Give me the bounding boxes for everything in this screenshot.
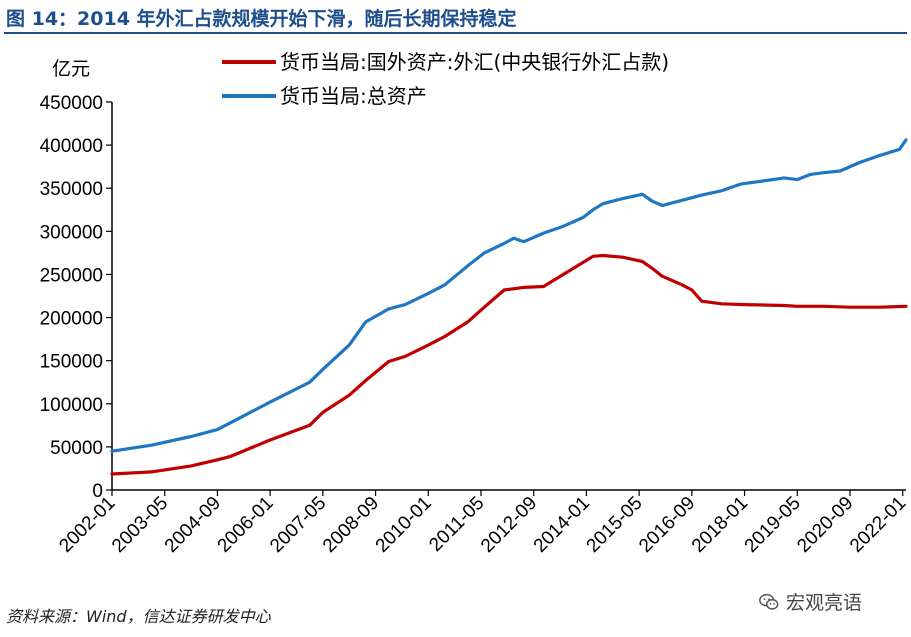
x-tick-label: 2019-05: [741, 493, 805, 557]
y-tick-label: 200000: [40, 309, 103, 330]
x-tick-label: 2014-01: [530, 493, 594, 557]
title-divider: [4, 32, 907, 34]
y-tick-label: 300000: [40, 222, 103, 243]
x-tick-label: 2018-01: [688, 493, 752, 557]
x-tick-label: 2012-09: [477, 493, 541, 557]
watermark: 宏观亮语: [758, 588, 862, 615]
y-tick-label: 50000: [50, 438, 103, 459]
y-tick-label: 400000: [40, 136, 103, 157]
x-tick-label: 2008-09: [319, 493, 383, 557]
y-axis-label: 亿元: [52, 58, 90, 80]
legend-label-1: 货币当局:总资产: [280, 84, 427, 108]
legend-label-0: 货币当局:国外资产:外汇(中央银行外汇占款): [280, 50, 669, 74]
x-tick-label: 2006-01: [214, 493, 278, 557]
x-tick-label: 2003-05: [108, 493, 172, 557]
x-axis-ticks: 2002-012003-052004-092006-012007-052008-…: [55, 490, 910, 557]
y-tick-label: 350000: [40, 179, 103, 200]
x-tick-label: 2007-05: [266, 493, 330, 557]
y-tick-label: 150000: [40, 352, 103, 373]
page-title: 图 14：2014 年外汇占款规模开始下滑，随后长期保持稳定: [6, 8, 517, 30]
x-tick-label: 2011-05: [425, 493, 488, 556]
series-line-1: [110, 138, 908, 453]
x-tick-label: 2004-09: [161, 493, 225, 557]
x-tick-label: 2020-09: [793, 493, 857, 557]
watermark-text: 宏观亮语: [786, 592, 863, 614]
legend: 货币当局:国外资产:外汇(中央银行外汇占款) 货币当局:总资产: [222, 50, 669, 108]
x-tick-label: 2002-01: [55, 493, 119, 557]
series-layer: [110, 138, 908, 476]
y-axis-ticks: 0 50000 100000 150000 200000 250000 300000 3500…: [40, 93, 112, 502]
y-tick-label: 0: [92, 481, 103, 502]
x-tick-label: 2022-01: [846, 493, 910, 557]
x-tick-label: 2016-09: [635, 493, 699, 557]
y-tick-label: 450000: [40, 93, 103, 114]
series-line-0: [110, 253, 908, 476]
x-tick-label: 2010-01: [372, 493, 436, 557]
y-tick-label: 100000: [40, 395, 103, 416]
source-note: 资料来源：Wind，信达证券研发中心: [6, 607, 271, 626]
wechat-icon: [759, 593, 779, 610]
line-chart: 0 50000 100000 150000 200000 250000 300000 3500…: [40, 50, 911, 557]
y-tick-label: 250000: [40, 265, 103, 286]
x-tick-label: 2015-05: [583, 493, 647, 557]
